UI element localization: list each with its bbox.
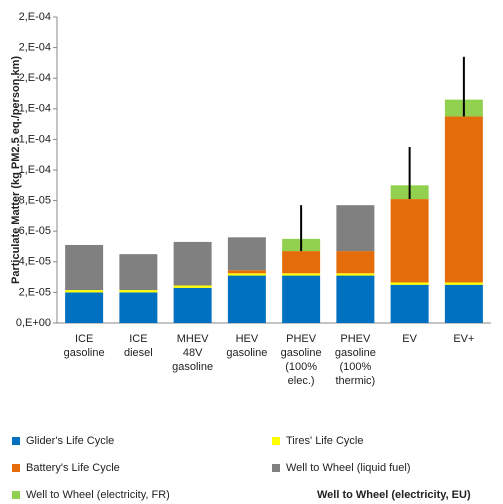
x-tick-label: gasoline <box>335 347 376 359</box>
legend-marker <box>272 437 280 445</box>
legend-marker <box>12 464 20 472</box>
x-tick-label: (100% <box>285 361 317 373</box>
y-tick-label: 0,E+00 <box>16 317 51 329</box>
x-tick-label: ICE <box>75 333 93 345</box>
y-tick-label: 1,E-04 <box>19 164 51 176</box>
x-tick-label: (100% <box>339 361 371 373</box>
x-tick-label: ICE <box>129 333 147 345</box>
y-tick-label: 6,E-05 <box>19 225 51 237</box>
bar-segment <box>65 292 104 323</box>
legend-label: Tires' Life Cycle <box>286 435 364 447</box>
bar-segment <box>336 275 375 323</box>
bar-segment <box>390 199 429 283</box>
y-tick-label: 2,E-04 <box>19 72 51 84</box>
legend-marker <box>272 464 280 472</box>
bar-segment <box>444 282 483 285</box>
bar-segment <box>336 205 375 252</box>
bar-segment <box>119 290 158 293</box>
legend-label: Well to Wheel (liquid fuel) <box>286 462 411 474</box>
x-tick-label: gasoline <box>64 347 105 359</box>
bar-segment <box>390 284 429 323</box>
y-tick-label: 2,E-04 <box>19 11 51 23</box>
legend-label: Glider's Life Cycle <box>26 435 114 447</box>
bar-segment <box>173 287 212 323</box>
x-tick-label: EV+ <box>453 333 474 345</box>
bar-segment <box>444 284 483 323</box>
legend-label: Well to Wheel (electricity, EU) <box>317 489 471 501</box>
y-tick-label: 2,E-04 <box>19 42 51 54</box>
y-tick-label: 2,E-05 <box>19 286 51 298</box>
legend-label: Battery's Life Cycle <box>26 462 120 474</box>
x-tick-label: PHEV <box>340 333 371 345</box>
x-tick-label: PHEV <box>286 333 317 345</box>
bar-segment <box>173 285 212 288</box>
x-tick-label: gasoline <box>281 347 322 359</box>
bar-segment <box>65 244 104 291</box>
x-tick-label: 48V <box>183 347 203 359</box>
bar-segment <box>282 251 321 274</box>
bar-segment <box>390 282 429 285</box>
bar-segment <box>336 251 375 274</box>
y-tick-label: 4,E-05 <box>19 256 51 268</box>
bar-segment <box>119 254 158 291</box>
x-tick-label: HEV <box>236 333 259 345</box>
x-tick-label: MHEV <box>177 333 209 345</box>
legend-marker <box>12 437 20 445</box>
y-tick-label: 1,E-04 <box>19 103 51 115</box>
y-tick-label: 1,E-04 <box>19 133 51 145</box>
bar-segment <box>227 270 266 274</box>
legend-label: Well to Wheel (electricity, FR) <box>26 489 170 501</box>
x-tick-label: elec.) <box>288 375 315 387</box>
bar-segment <box>173 241 212 286</box>
legend-marker <box>12 491 20 499</box>
bar-segment <box>444 116 483 283</box>
bar-segment <box>336 273 375 276</box>
bar-segment <box>65 290 104 293</box>
bar-segment <box>119 292 158 323</box>
x-tick-label: diesel <box>124 347 153 359</box>
y-axis-title: Particulate Matter (kg PM2.5 eq./person.… <box>10 56 22 284</box>
bar-segment <box>227 237 266 271</box>
bar-segment <box>282 275 321 323</box>
x-tick-label: gasoline <box>226 347 267 359</box>
x-tick-label: EV <box>402 333 417 345</box>
x-tick-label: thermic) <box>336 375 376 387</box>
bar-segment <box>227 275 266 323</box>
bar-segment <box>282 273 321 276</box>
bar-segment <box>227 273 266 276</box>
x-tick-label: gasoline <box>172 361 213 373</box>
y-tick-label: 8,E-05 <box>19 195 51 207</box>
